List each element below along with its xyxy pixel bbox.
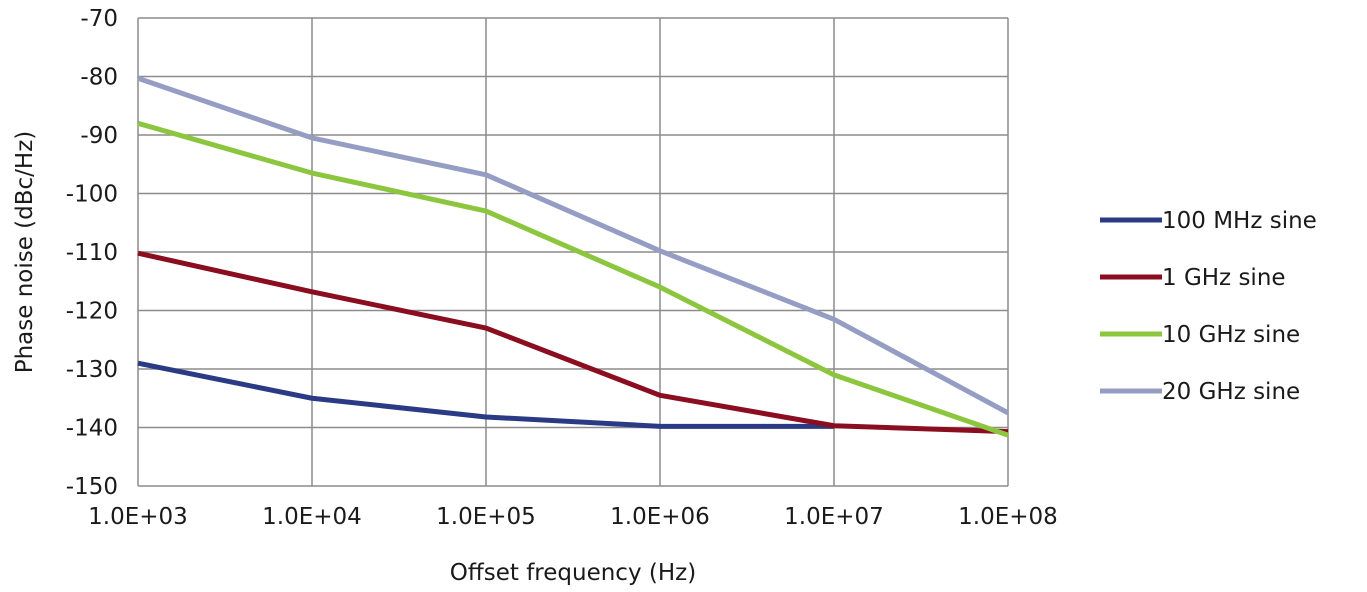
- y-tick-label: -80: [80, 65, 118, 91]
- y-tick-label: -90: [80, 123, 118, 149]
- x-tick-label: 1.0E+03: [88, 504, 188, 530]
- grid: [137, 17, 1009, 487]
- series-line-2: [137, 120, 1009, 438]
- x-tick-label: 1.0E+08: [958, 504, 1058, 530]
- y-tick-label: -150: [66, 474, 118, 500]
- series-line-1: [137, 250, 1009, 435]
- y-tick-label: -130: [66, 357, 118, 383]
- y-axis-ticks: -70 -80 -90 -100 -110 -120 -130 -140 -150: [66, 6, 118, 500]
- legend-label-1: 1 GHz sine: [1162, 265, 1286, 291]
- x-tick-label: 1.0E+04: [262, 504, 362, 530]
- y-axis-title: Phase noise (dBc/Hz): [12, 131, 38, 374]
- x-axis-title: Offset frequency (Hz): [450, 560, 696, 586]
- series-lines: [137, 75, 1010, 438]
- legend-label-0: 100 MHz sine: [1162, 208, 1317, 234]
- x-tick-label: 1.0E+07: [784, 504, 884, 530]
- series-line-0: [137, 360, 834, 429]
- legend-label-3: 20 GHz sine: [1162, 379, 1300, 405]
- series-line-3: [137, 75, 1010, 416]
- x-axis-ticks: 1.0E+03 1.0E+04 1.0E+05 1.0E+06 1.0E+07 1.0E+…: [88, 504, 1058, 530]
- y-tick-label: -70: [80, 6, 118, 32]
- x-tick-label: 1.0E+06: [610, 504, 710, 530]
- legend-label-2: 10 GHz sine: [1162, 322, 1300, 348]
- y-tick-label: -140: [66, 416, 118, 442]
- y-tick-label: -120: [66, 299, 118, 325]
- y-tick-label: -100: [66, 182, 118, 208]
- x-tick-label: 1.0E+05: [436, 504, 536, 530]
- y-tick-label: -110: [66, 240, 118, 266]
- legend: 100 MHz sine 1 GHz sine 10 GHz sine 20 GHz …: [1100, 208, 1317, 405]
